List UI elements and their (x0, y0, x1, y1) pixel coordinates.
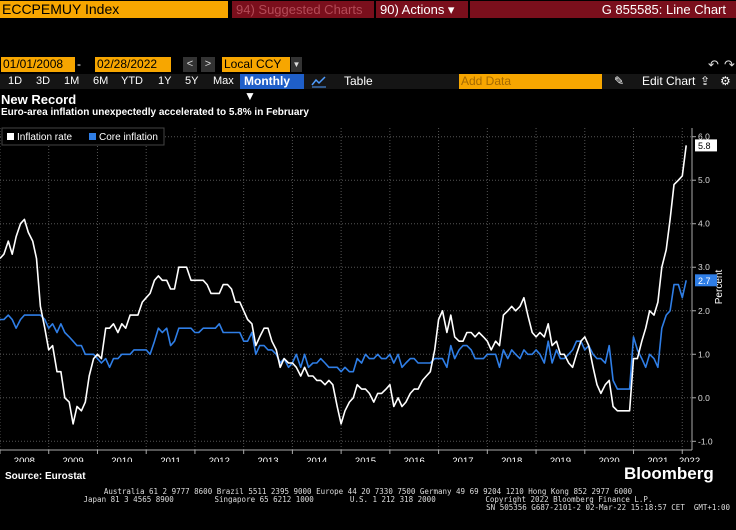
x-tick-label: 2015 (355, 456, 376, 462)
x-tick-label: 2018 (501, 456, 522, 462)
x-tick-label: 2020 (599, 456, 620, 462)
range-1y[interactable]: 1Y (158, 75, 172, 87)
range-1d[interactable]: 1D (8, 75, 23, 87)
range-5y[interactable]: 5Y (185, 75, 199, 87)
table-button[interactable]: Table (344, 74, 373, 88)
range-1m[interactable]: 1M (64, 75, 80, 87)
x-tick-label: 2019 (550, 456, 571, 462)
gear-icon[interactable]: ⚙ (720, 74, 731, 88)
chart-subheadline: Euro-area inflation unexpectedly acceler… (1, 107, 309, 118)
footer-contacts: Australia 61 2 9777 8600 Brazil 5511 239… (103, 487, 633, 496)
line-chart-icon[interactable] (310, 74, 328, 89)
bloomberg-logo: Bloomberg (624, 464, 714, 483)
x-tick-label: 2014 (306, 456, 327, 462)
edit-chart-button[interactable]: Edit Chart (642, 74, 696, 88)
add-data-input[interactable]: Add Data (459, 74, 602, 89)
range-3d[interactable]: 3D (36, 75, 51, 87)
x-tick-label: 2022 (679, 456, 700, 462)
ticker-field[interactable]: ECCPEMUY Index (0, 1, 228, 18)
chart-headline: New Record (1, 92, 77, 107)
last-value-label: 5.8 (698, 141, 711, 151)
x-tick-label: 2016 (404, 456, 425, 462)
footer-serial: SN 505356 G687-2101-2 02-Mar-22 15:18:57… (486, 503, 730, 512)
last-value-label: 2.7 (698, 276, 711, 286)
y-tick-label: 4.0 (698, 219, 710, 229)
legend-swatch-inflation-rate (7, 133, 14, 140)
range-max[interactable]: Max (213, 75, 234, 87)
x-tick-label: 2021 (647, 456, 668, 462)
y-tick-label: 0.0 (698, 393, 710, 403)
actions-menu[interactable]: 90) Actions ▾ (376, 1, 468, 18)
prev-period-button[interactable]: < (183, 57, 197, 72)
frequency-select[interactable]: Monthly ▼ (240, 74, 304, 103)
undo-icon[interactable]: ↶ (708, 57, 719, 72)
last-value-box (695, 274, 717, 287)
x-tick-label: 2010 (111, 456, 132, 462)
legend-swatch-core-inflation (89, 133, 96, 140)
suggested-charts-button[interactable]: 94) Suggested Charts (232, 1, 374, 18)
footer: Australia 61 2 9777 8600 Brazil 5511 239… (0, 484, 736, 530)
start-date-input[interactable]: 01/01/2008 (1, 57, 75, 72)
next-period-button[interactable]: > (201, 57, 215, 72)
series-line-core-inflation (0, 280, 687, 390)
chevron-down-icon[interactable]: ▼ (291, 57, 302, 72)
y-tick-label: 5.0 (698, 175, 710, 185)
x-tick-label: 2008 (14, 456, 35, 462)
y-axis-title: Percent (714, 270, 725, 305)
last-value-box (695, 139, 717, 152)
x-tick-label: 2011 (160, 456, 180, 462)
export-icon[interactable]: ⇪ (700, 74, 711, 88)
end-date-input[interactable]: 02/28/2022 (95, 57, 171, 72)
legend-label-core-inflation: Core inflation (99, 132, 158, 143)
x-tick-label: 2013 (257, 456, 278, 462)
series-line-inflation-rate (0, 145, 687, 425)
legend-label-inflation-rate: Inflation rate (17, 132, 72, 143)
x-tick-label: 2009 (63, 456, 84, 462)
date-separator: - (77, 57, 81, 71)
y-tick-label: -1.0 (698, 436, 713, 446)
range-6m[interactable]: 6M (93, 75, 109, 87)
y-tick-label: 6.0 (698, 132, 710, 142)
x-tick-label: 2017 (452, 456, 473, 462)
y-tick-label: 3.0 (698, 262, 710, 272)
x-tick-label: 2012 (209, 456, 230, 462)
y-tick-label: 1.0 (698, 349, 710, 359)
y-tick-label: 2.0 (698, 306, 710, 316)
redo-icon[interactable]: ↷ (724, 57, 735, 72)
legend-box (1, 127, 165, 146)
range-ytd[interactable]: YTD (121, 75, 143, 87)
source-note: Source: Eurostat (5, 471, 86, 482)
pencil-icon[interactable]: ✎ (614, 74, 625, 88)
chart-title-bar: G 855585: Line Chart (470, 1, 736, 18)
currency-select[interactable]: Local CCY (222, 57, 290, 72)
line-chart: 2008 2009 2010 2011 2012 2013 2014 2015 2016 2017… (0, 127, 725, 462)
footer-contacts-2: Japan 81 3 4565 8900 Singapore 65 6212 1… (83, 495, 653, 504)
